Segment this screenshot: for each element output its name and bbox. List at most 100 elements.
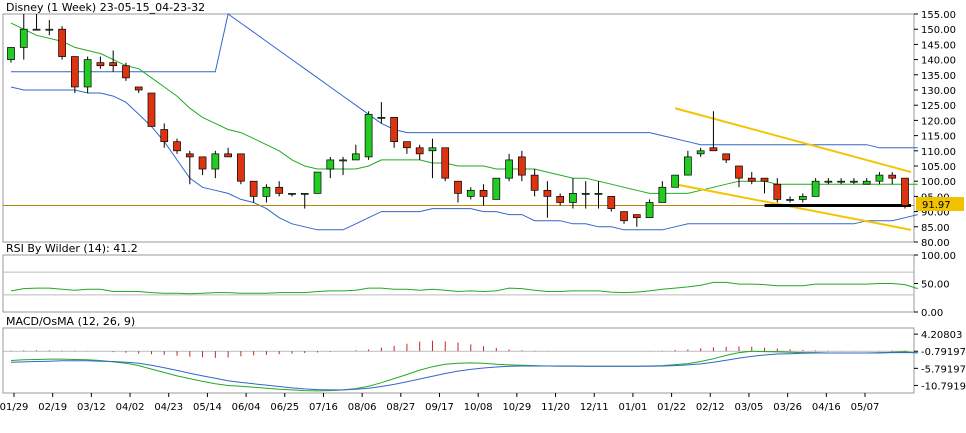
x-tick-label: 08/06 bbox=[348, 402, 377, 413]
rsi-pane-frame bbox=[2, 254, 915, 313]
channel-lower-line bbox=[674, 183, 912, 231]
candle-body bbox=[735, 165, 743, 179]
last-price-tag: 91.97 bbox=[922, 200, 951, 211]
last-price-tag-bg bbox=[916, 197, 964, 211]
price-y-axis: 155.00 150.00 145.00 140.00 135.00 130.00 125.… bbox=[914, 10, 956, 249]
price-tick-label: 100.00 bbox=[921, 177, 956, 188]
x-tick-label: 06/04 bbox=[232, 402, 261, 413]
price-tick-label: 120.00 bbox=[921, 116, 956, 127]
candle-body bbox=[658, 186, 667, 203]
price-tick-label: 85.00 bbox=[921, 223, 950, 234]
x-tick-label: 04/16 bbox=[812, 402, 841, 413]
x-tick-label: 02/19 bbox=[38, 402, 67, 413]
x-tick-label: 06/25 bbox=[270, 402, 299, 413]
price-tick-label: 115.00 bbox=[921, 132, 956, 143]
price-pane-title: Disney (1 Week) 23-05-15_04-23-32 bbox=[6, 1, 205, 14]
x-tick-label: 01/01 bbox=[618, 402, 647, 413]
x-tick-label: 03/26 bbox=[773, 402, 802, 413]
candle-body bbox=[109, 62, 118, 67]
rsi-tick-label: 0.00 bbox=[921, 308, 943, 319]
price-tick-label: 105.00 bbox=[921, 162, 956, 173]
candle-body bbox=[875, 174, 884, 182]
candle-body bbox=[32, 28, 41, 31]
macd-pane-frame bbox=[2, 327, 915, 394]
macd-tick-label: 4.20803 bbox=[921, 330, 962, 341]
candle-body bbox=[798, 196, 807, 200]
price-tick-label: 150.00 bbox=[921, 25, 956, 36]
candle-body bbox=[428, 147, 437, 152]
macd-line bbox=[10, 350, 918, 392]
candle-body bbox=[594, 193, 603, 195]
price-tick-label: 135.00 bbox=[921, 71, 956, 82]
candle-body bbox=[722, 153, 731, 161]
candle-body bbox=[709, 147, 718, 152]
x-tick-label: 05/14 bbox=[193, 402, 222, 413]
candle-body bbox=[198, 156, 207, 170]
candlesticks bbox=[7, 14, 909, 227]
candle-body bbox=[275, 186, 284, 194]
candle-body bbox=[313, 171, 322, 194]
candle-body bbox=[173, 141, 181, 152]
candle-body bbox=[901, 177, 909, 206]
candle-body bbox=[19, 28, 28, 48]
candle-body bbox=[760, 177, 769, 182]
x-tick-label: 04/02 bbox=[116, 402, 145, 413]
candle-body bbox=[58, 28, 66, 57]
candle-body bbox=[96, 62, 105, 67]
price-tick-label: 80.00 bbox=[921, 238, 950, 249]
candle-body bbox=[645, 202, 654, 219]
x-tick-label: 05/07 bbox=[851, 402, 880, 413]
bollinger-upper-line bbox=[11, 13, 918, 149]
candle-body bbox=[377, 117, 386, 119]
candle-body bbox=[466, 189, 475, 197]
x-tick-label: 10/08 bbox=[464, 402, 493, 413]
candle-body bbox=[122, 65, 130, 79]
price-tick-label: 140.00 bbox=[921, 56, 956, 67]
candle-body bbox=[326, 159, 335, 170]
candle-body bbox=[505, 159, 513, 179]
candle-body bbox=[300, 193, 309, 195]
candle-body bbox=[351, 153, 360, 161]
candle-body bbox=[824, 180, 833, 183]
candle-body bbox=[543, 189, 552, 197]
candle-body bbox=[811, 180, 820, 197]
candle-body bbox=[773, 183, 782, 200]
x-tick-label: 09/17 bbox=[425, 402, 454, 413]
candle-body bbox=[7, 47, 15, 60]
candle-body bbox=[211, 153, 220, 170]
price-tick-label: 125.00 bbox=[921, 101, 956, 112]
price-tick-label: 110.00 bbox=[921, 147, 956, 158]
candle-body bbox=[441, 147, 450, 179]
rsi-series bbox=[10, 281, 918, 295]
candle-body bbox=[147, 92, 156, 127]
rsi-y-axis: 100.00 50.00 0.00 bbox=[914, 251, 956, 319]
candle-body bbox=[607, 196, 616, 209]
candle-body bbox=[696, 150, 705, 155]
candle-body bbox=[569, 193, 577, 203]
candle-body bbox=[390, 117, 398, 143]
candle-body bbox=[415, 147, 424, 155]
candle-body bbox=[518, 156, 526, 176]
price-tick-label: 155.00 bbox=[921, 10, 956, 21]
candle-body bbox=[45, 28, 54, 31]
rsi-grid bbox=[3, 271, 914, 296]
macd-y-axis: 4.20803 -0.79197 -5.79197 -10.7919 bbox=[914, 330, 966, 392]
x-tick-label: 08/27 bbox=[386, 402, 415, 413]
x-tick-label: 03/12 bbox=[77, 402, 106, 413]
price-pane-frame bbox=[2, 13, 915, 243]
candle-body bbox=[454, 180, 462, 194]
candle-body bbox=[249, 180, 258, 197]
x-tick-label: 10/29 bbox=[502, 402, 531, 413]
candle-body bbox=[620, 211, 628, 222]
candle-body bbox=[888, 174, 897, 179]
candle-body bbox=[237, 153, 245, 182]
candle-body bbox=[850, 180, 858, 183]
macd-tick-label: -10.7919 bbox=[921, 381, 966, 392]
x-tick-label: 01/29 bbox=[0, 402, 28, 413]
candle-body bbox=[185, 153, 194, 158]
candle-body bbox=[671, 174, 679, 188]
x-tick-label: 02/12 bbox=[696, 402, 725, 413]
candle-body bbox=[339, 159, 347, 162]
signal-line bbox=[10, 352, 918, 391]
